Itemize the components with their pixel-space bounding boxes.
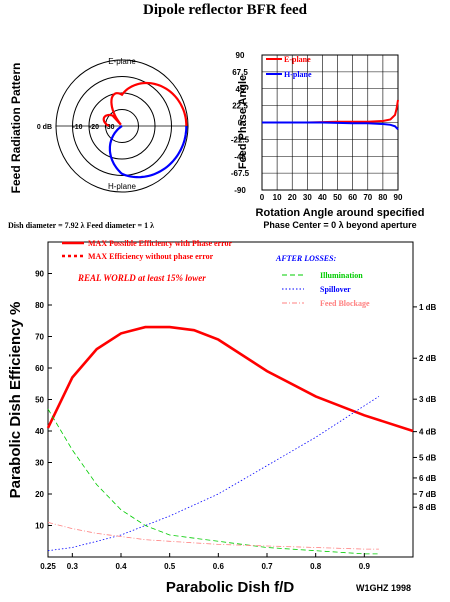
eff-right-tick-label: 5 dB — [419, 453, 437, 462]
eff-x-tick-label: 0.3 — [67, 562, 79, 571]
phase-x-tick-label: 40 — [318, 193, 327, 202]
eff-y-tick-label: 70 — [35, 333, 44, 342]
phase-series-line-1 — [262, 121, 399, 131]
phase-y-tick-label: 0 — [238, 119, 243, 128]
phase-legend-label: E-plane — [284, 55, 311, 64]
phase-x-tick-label: 70 — [363, 193, 372, 202]
eff-plot-frame — [47, 241, 414, 558]
polar-ring-label-2: -20 — [89, 124, 99, 131]
eff-series-line-2 — [47, 408, 379, 555]
phase-y-tick-label: 45 — [236, 85, 245, 94]
eff-x-tick-label: 0.6 — [213, 562, 225, 571]
eff-right-tick-label: 6 dB — [419, 474, 437, 483]
phase-x-tick-label: 50 — [333, 193, 342, 202]
eff-y-tick-label: 60 — [35, 364, 44, 373]
phase-y-tick-label: -22.5 — [231, 135, 250, 144]
polar-h-plane-curve — [108, 125, 188, 179]
eff-ylabel: Parabolic Dish Efficiency % — [7, 302, 24, 499]
phase-series-line-0 — [262, 99, 399, 124]
eff-right-tick-label: 4 dB — [419, 428, 437, 437]
polar-ring-label-3: -30 — [104, 124, 114, 131]
eff-y-tick-label: 20 — [35, 490, 44, 499]
phase-x-tick-label: 90 — [394, 193, 403, 202]
eff-right-tick-label: 1 dB — [419, 303, 437, 312]
phase-xlabel: Rotation Angle around specified — [256, 207, 425, 219]
phase-x-tick-label: 20 — [288, 193, 297, 202]
eff-annotation: REAL WORLD at least 15% lower — [77, 273, 206, 283]
eff-right-tick-label: 2 dB — [419, 354, 437, 363]
eff-x-tick-label: 0.4 — [115, 562, 127, 571]
phase-x-tick-label: 10 — [273, 193, 282, 202]
eff-series-line-0 — [46, 325, 414, 433]
eff-x-tick-label: 0.25 — [40, 562, 56, 571]
polar-ylabel: Feed Radiation Pattern — [9, 63, 23, 194]
eff-y-tick-label: 80 — [35, 301, 44, 310]
chart-title: Dipole reflector BFR feed — [143, 2, 307, 18]
losses-title: AFTER LOSSES: — [275, 254, 337, 263]
phase-y-tick-label: 22.5 — [232, 102, 248, 111]
credit-label: W1GHZ 1998 — [356, 583, 411, 593]
eff-series-line-3 — [47, 396, 380, 552]
eff-xlabel: Parabolic Dish f/D — [166, 579, 295, 596]
phase-x-tick-label: 60 — [348, 193, 357, 202]
eff-series-line-4 — [47, 522, 379, 550]
phase-caption: Phase Center = 0 λ beyond aperture — [263, 220, 416, 230]
eff-y-tick-label: 10 — [35, 522, 44, 531]
polar-ring-label-1: -10 — [72, 124, 82, 131]
eff-y-tick-label: 50 — [35, 396, 44, 405]
eff-x-tick-label: 0.5 — [164, 562, 176, 571]
eff-x-tick-label: 0.8 — [310, 562, 322, 571]
eff-right-tick-label: 7 dB — [419, 490, 437, 499]
eff-right-tick-label: 8 dB — [419, 503, 437, 512]
polar-caption: Dish diameter = 7.92 λ Feed diameter = 1… — [8, 221, 154, 230]
phase-y-tick-label: -90 — [234, 186, 246, 195]
phase-y-tick-label: 90 — [236, 51, 245, 60]
eff-x-tick-label: 0.9 — [359, 562, 371, 571]
phase-y-tick-label: -45 — [234, 152, 246, 161]
polar-e-plane-curve — [102, 81, 188, 127]
eff-legend-label: MAX Possible Efficiency with Phase error — [88, 239, 232, 248]
eff-y-tick-label: 40 — [35, 427, 44, 436]
eff-y-tick-label: 90 — [35, 270, 44, 279]
phase-x-tick-label: 80 — [378, 193, 387, 202]
eff-legend-label: MAX Efficiency without phase error — [88, 252, 214, 261]
phase-x-tick-label: 0 — [260, 193, 265, 202]
phase-ylabel: Feed Phase Angle — [237, 75, 249, 169]
polar-top-label: E-plane — [108, 57, 136, 66]
polar-bottom-label: H-plane — [108, 182, 137, 191]
phase-x-tick-label: 30 — [303, 193, 312, 202]
polar-ring-label-0: 0 dB — [37, 124, 52, 131]
phase-y-tick-label: 67.5 — [232, 68, 248, 77]
eff-right-tick-label: 3 dB — [419, 395, 437, 404]
eff-x-tick-label: 0.7 — [261, 562, 273, 571]
loss-legend-label: Illumination — [320, 271, 363, 280]
loss-legend-label: Spillover — [320, 285, 351, 294]
eff-y-tick-label: 30 — [35, 459, 44, 468]
phase-legend-label: H-plane — [284, 70, 312, 79]
loss-legend-label: Feed Blockage — [320, 299, 370, 308]
phase-y-tick-label: -67.5 — [231, 169, 250, 178]
